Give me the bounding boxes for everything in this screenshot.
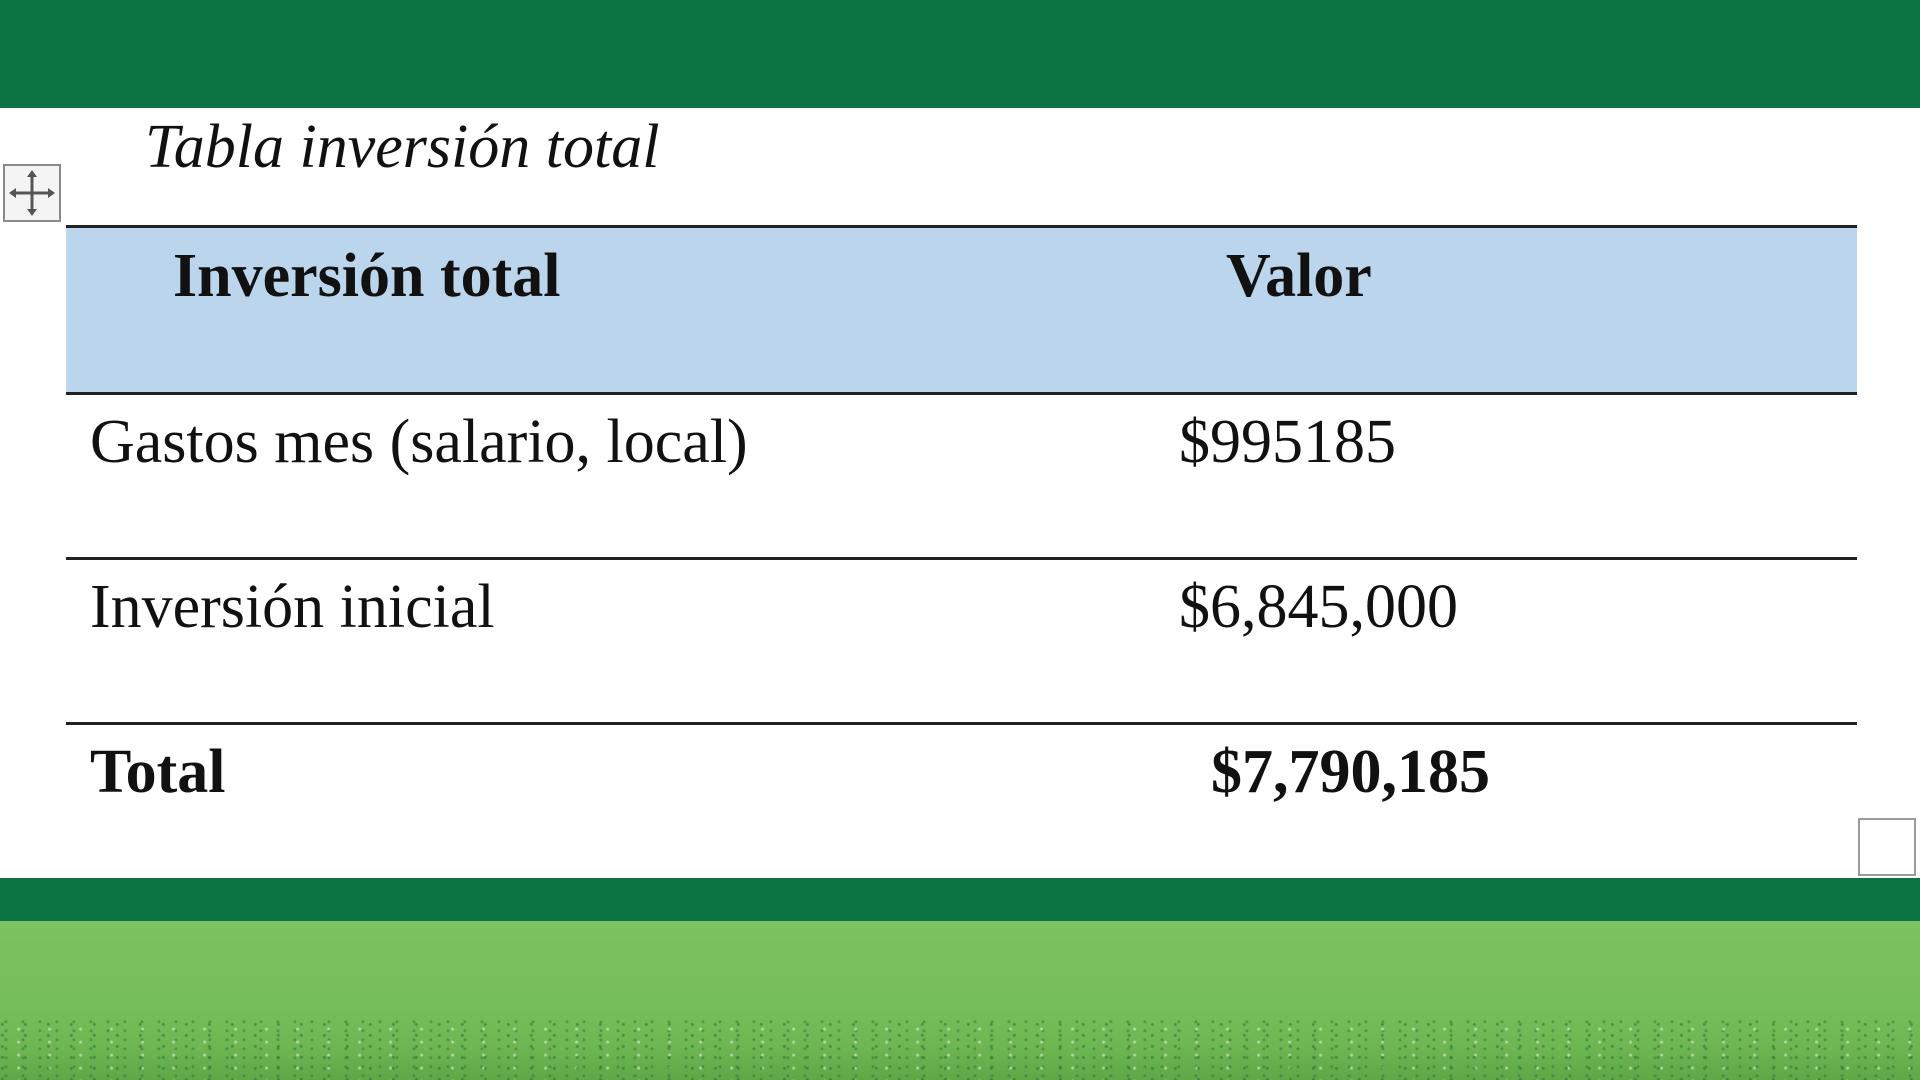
total-label[interactable]: Total bbox=[90, 738, 226, 806]
table-total-row[interactable]: Total $7,790,185 bbox=[66, 725, 1857, 865]
total-value[interactable]: $7,790,185 bbox=[1211, 738, 1490, 806]
row-value[interactable]: $995185 bbox=[1179, 408, 1396, 476]
table-caption: Tabla inversión total bbox=[145, 113, 660, 181]
table-row[interactable]: Inversión inicial $6,845,000 bbox=[66, 560, 1857, 725]
table-row[interactable]: Gastos mes (salario, local) $995185 bbox=[66, 395, 1857, 560]
top-green-band bbox=[0, 0, 1920, 108]
header-investment: Inversión total bbox=[173, 242, 561, 310]
table-move-handle[interactable] bbox=[3, 164, 61, 222]
row-value[interactable]: $6,845,000 bbox=[1179, 573, 1458, 641]
table-header-row: Inversión total Valor bbox=[66, 225, 1857, 395]
table-resize-handle[interactable] bbox=[1858, 818, 1916, 876]
row-label[interactable]: Inversión inicial bbox=[90, 573, 495, 641]
grass-texture bbox=[0, 1020, 1920, 1080]
investment-table[interactable]: Inversión total Valor Gastos mes (salari… bbox=[66, 225, 1857, 865]
bottom-green-band bbox=[0, 878, 1920, 921]
header-value: Valor bbox=[1226, 242, 1372, 310]
move-arrows-icon bbox=[9, 170, 55, 216]
grass-footer-image bbox=[0, 921, 1920, 1080]
row-label[interactable]: Gastos mes (salario, local) bbox=[90, 408, 748, 476]
